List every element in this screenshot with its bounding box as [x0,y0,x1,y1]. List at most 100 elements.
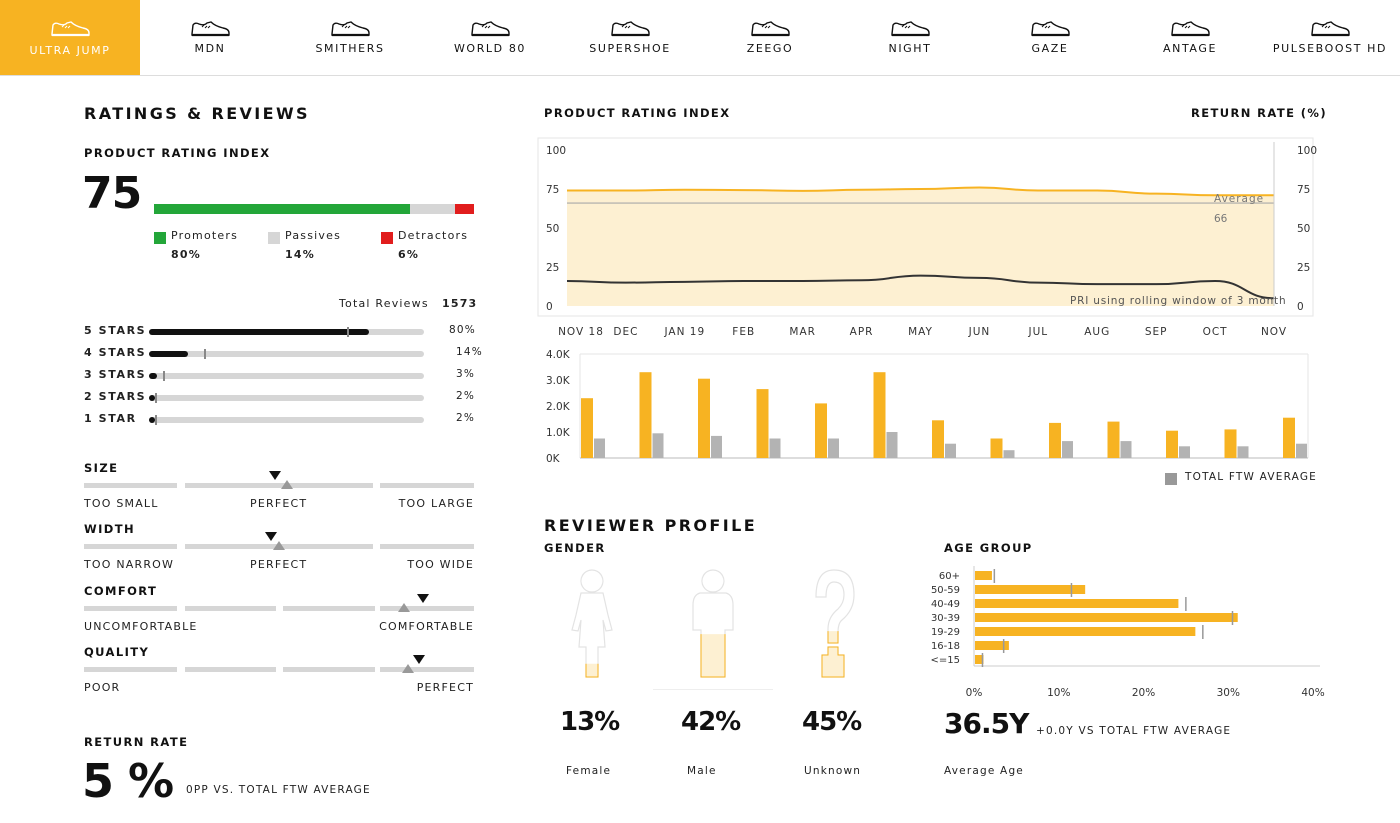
fit-track-segment [283,606,375,611]
profile-title: REVIEWER PROFILE [544,516,758,535]
bar-average [1062,441,1073,458]
nav-item-ultra-jump[interactable]: ULTRA JUMP [0,0,140,75]
shoe-icon [609,16,651,40]
nav-item-night[interactable]: NIGHT [840,0,980,75]
split-value: 6% [398,248,420,261]
age-x-tick: 30% [1217,687,1240,699]
nav-item-zeego[interactable]: ZEEGO [700,0,840,75]
star-row-label: 2 STARS [84,390,147,403]
nav-item-world-80[interactable]: WORLD 80 [420,0,560,75]
gender-title: GENDER [544,541,606,555]
age-bar [975,613,1238,622]
nav-item-pulseboost-hd[interactable]: PULSEBOOST HD [1260,0,1400,75]
y-tick-left: 100 [546,145,566,157]
fit-title: QUALITY [84,645,150,659]
y-tick-right: 50 [1297,223,1310,235]
monthly-reviews-bar-chart: 0K 1.0K 2.0K 3.0K 4.0K [546,349,1309,465]
gender-figure-unknown [774,565,894,690]
bar-product [1049,422,1061,458]
average-age-note: +0.0Y VS TOTAL FTW AVERAGE [1036,725,1232,737]
star-row-average-tick [204,349,206,359]
gender-value: 13% [560,707,620,737]
fit-track-segment [185,667,276,672]
shoe-icon [469,16,511,40]
figure-fill [700,634,726,678]
x-tick: AUG [1084,326,1110,338]
fit-left-label: UNCOMFORTABLE [84,620,198,633]
age-category: 16-18 [931,641,960,652]
bar-average [594,438,605,458]
x-tick: NOV [1261,326,1287,338]
bar-average [711,435,722,458]
fit-track-segment [84,483,177,488]
nav-item-label: SUPERSHOE [589,42,671,55]
nav-item-label: WORLD 80 [453,42,527,55]
fit-track-segment [84,667,177,672]
nav-item-label: MDN [194,42,226,55]
split-segment-passives [410,204,455,214]
fit-left-label: TOO SMALL [84,497,159,510]
y-tick-right: 0 [1297,301,1304,313]
age-category: 19-29 [931,627,960,638]
total-reviews-label: Total Reviews [339,297,429,310]
star-row-label: 3 STARS [84,368,147,381]
gender-value: 45% [802,707,862,737]
fit-value-marker [417,594,430,603]
age-bar [975,627,1196,636]
nav-item-smithers[interactable]: SMITHERS [280,0,420,75]
age-bar [975,585,1086,594]
split-value: 80% [171,248,201,261]
chart-left-title: PRODUCT RATING INDEX [544,106,731,120]
male-icon [692,569,734,678]
nav-item-label: ULTRA JUMP [29,44,111,57]
pri-line-chart: 0 0 25 25 50 50 75 75 100 100 Average 66 PRI using r… [537,137,1317,338]
fit-right-label: PERFECT [416,681,474,694]
nav-item-antage[interactable]: ANTAGE [1120,0,1260,75]
nav-item-mdn[interactable]: MDN [140,0,280,75]
star-row-track [149,417,424,423]
ratings-title: RATINGS & REVIEWS [84,104,310,123]
split-label: Detractors [398,229,469,242]
return-rate-value: 5 % [82,754,174,808]
legend-swatch [1165,473,1177,485]
star-row-track [149,395,424,401]
average-label: Average [1214,193,1264,205]
shoe-icon [189,16,231,40]
pri-label: PRODUCT RATING INDEX [84,146,271,160]
bar-y-tick: 0K [546,453,561,465]
age-bar [975,641,1009,650]
gender-figure-male [653,565,773,690]
average-value: 66 [1214,213,1228,225]
pri-split-bar [154,204,474,214]
nav-item-gaze[interactable]: GAZE [980,0,1120,75]
return-rate-note: 0PP VS. TOTAL FTW AVERAGE [186,784,371,796]
age-category: 60+ [939,571,960,582]
legend-label: TOTAL FTW AVERAGE [1185,471,1318,483]
fit-track-segment [380,667,474,672]
figure-fill [585,663,599,678]
age-category: 30-39 [931,613,960,624]
star-row-value: 14% [456,346,483,358]
bar-product [990,438,1003,458]
star-row-fill [149,395,155,401]
bar-product [1283,417,1295,458]
gender-figure-female [532,565,652,690]
nav-item-supershoe[interactable]: SUPERSHOE [560,0,700,75]
y-tick-left: 50 [546,223,559,235]
bar-product [1166,430,1178,458]
fit-track-segment [185,483,373,488]
y-tick-left: 75 [546,184,559,196]
age-category: 50-59 [931,585,960,596]
star-row-value: 3% [456,368,476,380]
bar-average [1003,450,1015,458]
x-tick: OCT [1203,326,1228,338]
age-x-tick: 0% [966,687,983,699]
x-tick: SEP [1145,326,1168,338]
age-category: <=15 [931,655,960,666]
age-x-tick: 10% [1047,687,1070,699]
fit-average-marker [280,480,293,489]
x-tick: MAR [789,326,816,338]
bar-product [639,372,652,458]
return-rate-line [566,274,1275,300]
pri-value: 75 [82,168,142,219]
